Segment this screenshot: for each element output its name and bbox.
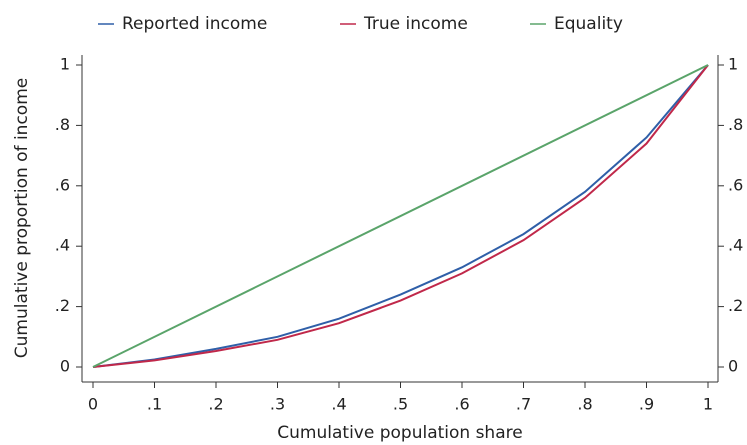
series-line [92, 64, 709, 368]
x-tick-label: .3 [270, 395, 285, 414]
x-tick-label: .8 [577, 395, 592, 414]
y-tick-label-right: .4 [728, 236, 743, 255]
x-tick-label: 1 [703, 395, 713, 414]
x-tick-label: .7 [516, 395, 531, 414]
y-tick-label-right: 0 [728, 357, 738, 376]
y-tick-label: .8 [55, 115, 70, 134]
legend-label: Equality [554, 14, 623, 34]
y-axis-label: Cumulative proportion of income [12, 78, 32, 358]
series-line [92, 64, 709, 368]
series-line [92, 64, 709, 368]
y-tick-label: .2 [55, 296, 70, 315]
y-tick-label: .4 [55, 236, 70, 255]
y-tick-label-right: .8 [728, 115, 743, 134]
y-tick-label: 0 [60, 357, 70, 376]
y-tick-label-right: .2 [728, 296, 743, 315]
x-tick-label: .2 [208, 395, 223, 414]
legend-label: True income [363, 14, 468, 34]
x-tick-label: .1 [147, 395, 162, 414]
x-tick-label: .5 [393, 395, 408, 414]
y-tick-label-right: 1 [728, 55, 738, 74]
x-tick-label: 0 [88, 395, 98, 414]
x-axis-label: Cumulative population share [277, 423, 522, 443]
y-tick-label-right: .6 [728, 175, 743, 194]
y-tick-label: .6 [55, 175, 70, 194]
legend-label: Reported income [122, 14, 267, 34]
x-tick-label: .9 [639, 395, 654, 414]
x-tick-label: .4 [331, 395, 346, 414]
y-tick-label: 1 [60, 55, 70, 74]
x-tick-label: .6 [454, 395, 469, 414]
